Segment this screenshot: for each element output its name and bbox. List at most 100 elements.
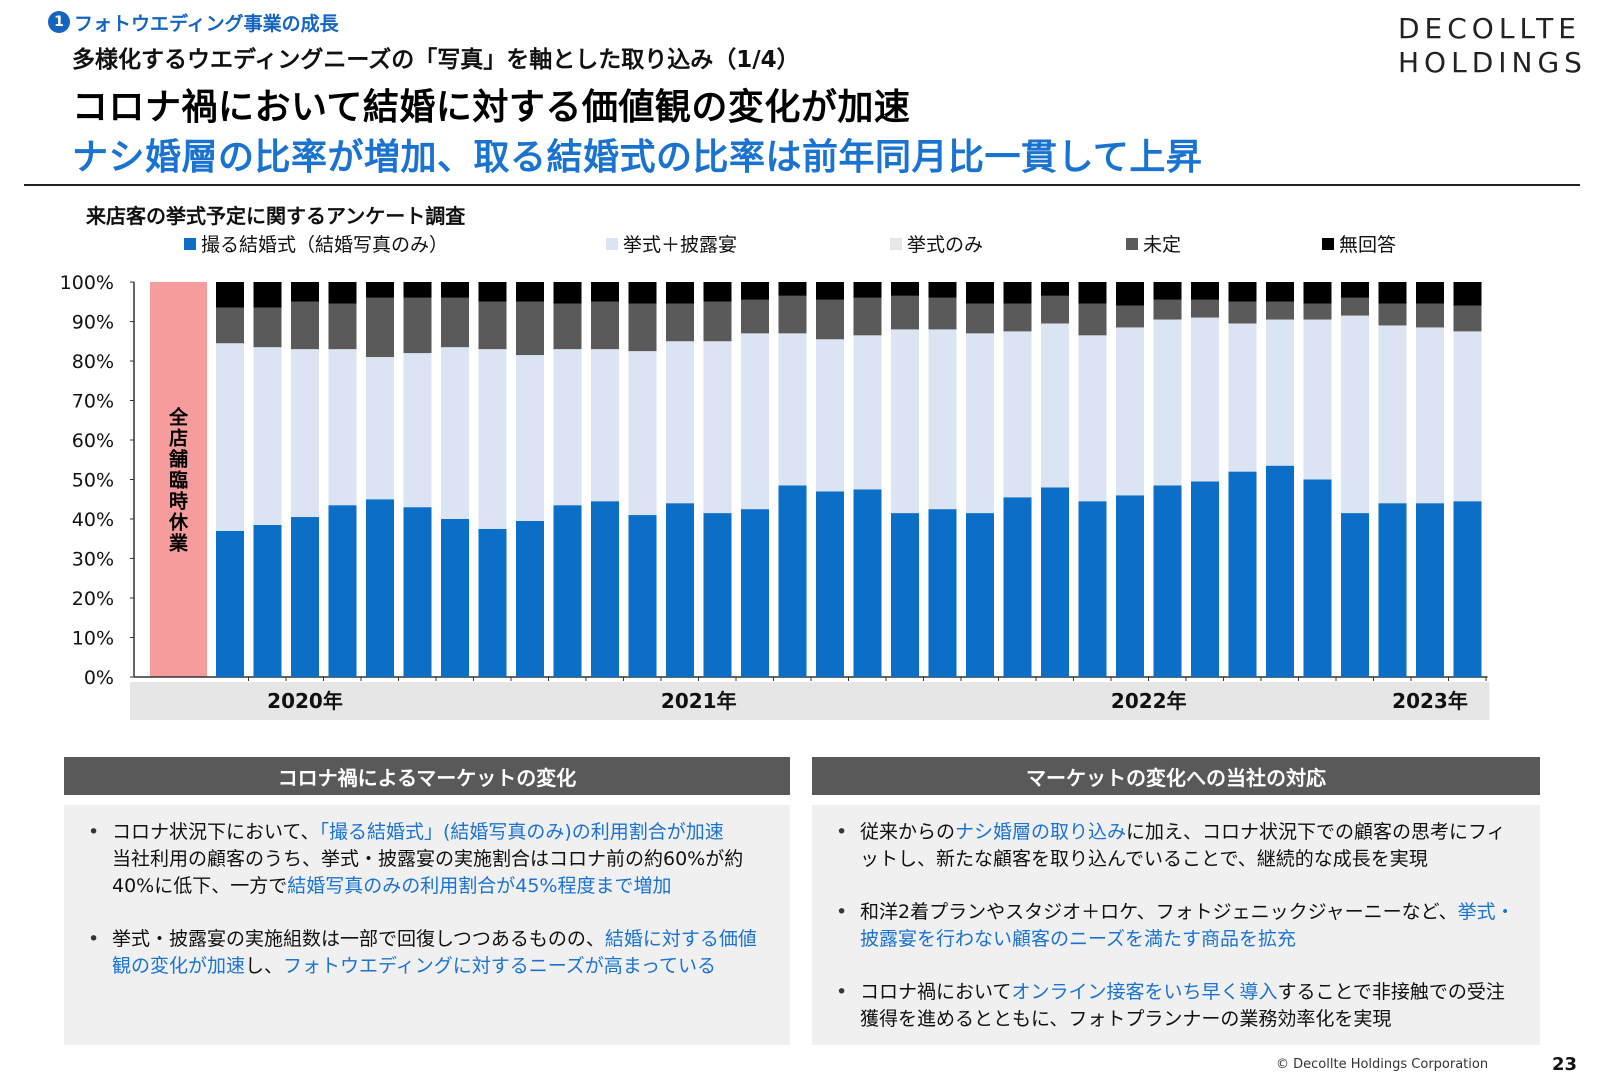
legend-item-undecided: 未定 xyxy=(1126,230,1181,257)
bar-segment-1 xyxy=(1191,317,1219,482)
chart-title: 来店客の挙式予定に関するアンケート調査 xyxy=(86,204,466,228)
bar-segment-4 xyxy=(253,282,282,308)
right-bullet-2-highlight: 挙式・披露宴を行わない顧客のニーズを満たす商品を拡充 xyxy=(860,901,1515,950)
bar-segment-1 xyxy=(928,329,957,510)
bar-segment-3 xyxy=(891,295,919,330)
bar-segment-0 xyxy=(966,513,994,677)
header-divider xyxy=(24,184,1580,186)
bar-segment-1 xyxy=(1153,319,1182,486)
y-tick-label: 50% xyxy=(72,470,114,492)
bar-segment-3 xyxy=(666,303,694,342)
bar-segment-3 xyxy=(516,301,544,356)
bar-segment-4 xyxy=(1341,282,1369,298)
legend-swatch-ceremony-only xyxy=(890,237,902,250)
legend-item-ceremony-only: 挙式のみ xyxy=(890,230,983,257)
closure-label-char: 時 xyxy=(169,491,188,513)
bar-segment-1 xyxy=(741,333,769,510)
bar-segment-4 xyxy=(591,282,619,302)
bar-segment-1 xyxy=(1341,315,1369,514)
bar-segment-0 xyxy=(328,505,357,677)
bar-segment-4 xyxy=(441,282,469,298)
bar-segment-3 xyxy=(291,301,319,350)
bar-segment-3 xyxy=(328,303,357,350)
bar-segment-0 xyxy=(216,530,244,677)
bar-segment-1 xyxy=(291,349,319,518)
legend-label-no-answer: 無回答 xyxy=(1339,234,1397,256)
bar-segment-4 xyxy=(553,282,582,304)
bar-segment-3 xyxy=(703,301,732,342)
bar-segment-4 xyxy=(1116,282,1144,306)
closure-label-char: 業 xyxy=(168,532,189,555)
bar-segment-4 xyxy=(1266,282,1294,302)
bar-segment-3 xyxy=(1266,301,1294,320)
page-number: 23 xyxy=(1552,1054,1578,1075)
bar-segment-0 xyxy=(366,499,394,677)
bar-segment-3 xyxy=(1378,303,1407,326)
page-headline: コロナ禍において結婚に対する価値観の変化が加速 xyxy=(72,87,911,128)
left-bullet-2-text-b: し、 xyxy=(245,955,284,977)
left-bullet-1-highlight-b: 結婚写真のみの利用割合が45%程度まで増加 xyxy=(287,875,672,897)
bar-segment-3 xyxy=(478,301,507,350)
bar-segment-0 xyxy=(741,509,769,677)
bar-segment-0 xyxy=(516,520,544,677)
bar-segment-3 xyxy=(1228,301,1257,324)
legend-swatch-undecided xyxy=(1126,237,1138,250)
section-label: 1 フォトウエディング事業の成長 xyxy=(48,8,339,36)
bar-segment-1 xyxy=(853,335,882,490)
bar-segment-1 xyxy=(516,355,544,521)
page-subtitle: 多様化するウエディングニーズの「写真」を軸とした取り込み（1/4） xyxy=(72,47,800,73)
section-number-badge: 1 xyxy=(48,11,70,33)
page-headline-sub: ナシ婚層の比率が増加、取る結婚式の比率は前年同月比一貫して上昇 xyxy=(72,137,1203,178)
bar-segment-1 xyxy=(328,349,357,506)
bar-segment-0 xyxy=(253,524,282,677)
left-bullet-2: 挙式・披露宴の実施組数は一部で回復しつつあるものの、結婚に対する価値観の変化が加… xyxy=(86,926,770,980)
legend-label-photo-only: 撮る結婚式（結婚写真のみ） xyxy=(201,234,449,256)
bar-segment-3 xyxy=(1003,303,1032,332)
bar-segment-0 xyxy=(553,505,582,677)
bar-segment-3 xyxy=(1341,297,1369,316)
right-bullet-1: 従来からのナシ婚層の取り込みに加え、コロナ状況下での顧客の思考にフィットし、新た… xyxy=(834,819,1520,873)
bar-segment-0 xyxy=(1453,501,1482,677)
bar-segment-1 xyxy=(1003,331,1032,498)
bar-segment-4 xyxy=(1153,282,1182,300)
bar-segment-4 xyxy=(666,282,694,304)
legend-item-ceremony-reception: 挙式＋披露宴 xyxy=(606,230,737,257)
bar-segment-4 xyxy=(1078,282,1107,304)
legend-swatch-ceremony-reception xyxy=(606,237,618,250)
bar-segment-4 xyxy=(1003,282,1032,304)
bar-segment-4 xyxy=(741,282,769,300)
right-panel-body: 従来からのナシ婚層の取り込みに加え、コロナ状況下での顧客の思考にフィットし、新た… xyxy=(812,805,1540,1045)
bar-segment-0 xyxy=(1266,465,1294,677)
bar-segment-3 xyxy=(816,299,844,340)
bar-segment-0 xyxy=(1228,471,1257,677)
copyright-text: © Decollte Holdings Corporation xyxy=(1276,1057,1489,1072)
y-tick-label: 100% xyxy=(60,272,114,294)
bar-segment-1 xyxy=(1453,331,1482,502)
bar-segment-3 xyxy=(966,303,994,334)
bar-segment-0 xyxy=(1303,479,1332,677)
bar-segment-1 xyxy=(366,357,394,500)
bar-segment-0 xyxy=(778,485,807,677)
bar-segment-3 xyxy=(1153,299,1182,320)
bar-segment-4 xyxy=(516,282,544,302)
bar-segment-0 xyxy=(403,507,432,677)
bar-segment-3 xyxy=(741,299,769,334)
bar-segment-1 xyxy=(1266,319,1294,466)
left-bullet-2-text-a: 挙式・披露宴の実施組数は一部で回復しつつあるものの、 xyxy=(112,928,605,950)
legend-label-undecided: 未定 xyxy=(1143,234,1182,256)
bar-segment-1 xyxy=(703,341,732,514)
left-panel-title: コロナ禍によるマーケットの変化 xyxy=(64,757,790,795)
right-bullet-1-text-b: に加え、コロナ状況下での顧客の思考にフィットし、新たな顧客を取り込んでいることで… xyxy=(860,821,1506,870)
bar-segment-1 xyxy=(891,329,919,514)
right-bullet-3-text-a: コロナ禍において xyxy=(860,981,1012,1003)
left-bullet-1-text-b: 当社利用の顧客のうち、挙式・披露宴の実施割合はコロナ前の約60%が約40%に低下… xyxy=(112,848,744,897)
x-year-label: 2020年 xyxy=(267,689,343,713)
bar-segment-3 xyxy=(441,297,469,348)
bar-segment-1 xyxy=(966,333,994,514)
bar-segment-4 xyxy=(628,282,657,304)
bar-segment-3 xyxy=(853,297,882,336)
bar-segment-0 xyxy=(853,489,882,677)
bar-segment-1 xyxy=(1416,327,1444,504)
bar-segment-4 xyxy=(1041,282,1069,296)
